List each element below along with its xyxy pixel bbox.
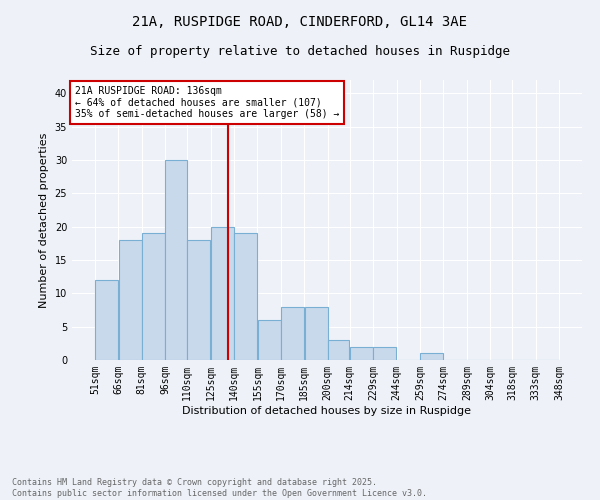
Bar <box>211 226 234 360</box>
Bar <box>373 346 397 360</box>
Bar <box>119 240 142 360</box>
X-axis label: Distribution of detached houses by size in Ruspidge: Distribution of detached houses by size … <box>182 406 472 415</box>
Y-axis label: Number of detached properties: Number of detached properties <box>39 132 49 308</box>
Text: 21A RUSPIDGE ROAD: 136sqm
← 64% of detached houses are smaller (107)
35% of semi: 21A RUSPIDGE ROAD: 136sqm ← 64% of detac… <box>74 86 339 119</box>
Bar <box>166 160 187 360</box>
Bar <box>350 346 373 360</box>
Bar <box>234 234 257 360</box>
Bar <box>187 240 211 360</box>
Bar <box>420 354 443 360</box>
Bar <box>95 280 118 360</box>
Bar <box>257 320 281 360</box>
Bar <box>281 306 304 360</box>
Bar <box>305 306 328 360</box>
Bar <box>142 234 165 360</box>
Text: Contains HM Land Registry data © Crown copyright and database right 2025.
Contai: Contains HM Land Registry data © Crown c… <box>12 478 427 498</box>
Text: 21A, RUSPIDGE ROAD, CINDERFORD, GL14 3AE: 21A, RUSPIDGE ROAD, CINDERFORD, GL14 3AE <box>133 15 467 29</box>
Text: Size of property relative to detached houses in Ruspidge: Size of property relative to detached ho… <box>90 45 510 58</box>
Bar <box>328 340 349 360</box>
